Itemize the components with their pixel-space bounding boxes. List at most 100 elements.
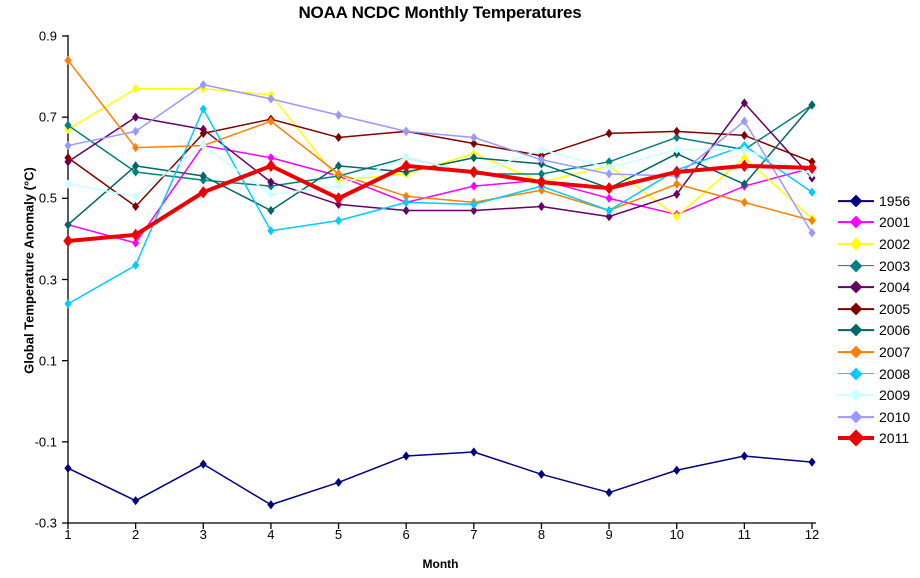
series-2010 bbox=[64, 80, 816, 238]
legend-item-2003[interactable]: 2003 bbox=[838, 255, 920, 277]
data-point bbox=[740, 179, 748, 189]
data-point bbox=[132, 201, 140, 212]
data-point bbox=[64, 299, 72, 309]
data-point bbox=[63, 234, 73, 248]
data-point bbox=[130, 228, 141, 241]
legend-item-1956[interactable]: 1956 bbox=[838, 190, 920, 212]
x-tick-label: 10 bbox=[669, 527, 684, 542]
legend-item-2009[interactable]: 2009 bbox=[838, 384, 920, 406]
legend-marker-icon bbox=[849, 410, 863, 424]
data-point bbox=[267, 226, 275, 236]
data-point bbox=[267, 500, 275, 510]
x-tick-label: 5 bbox=[334, 527, 343, 542]
legend-swatch-icon bbox=[838, 345, 874, 359]
legend-label: 2001 bbox=[879, 214, 911, 231]
data-point bbox=[537, 469, 546, 479]
data-point bbox=[334, 181, 343, 191]
data-point bbox=[605, 169, 613, 179]
data-point bbox=[740, 145, 748, 155]
legend-item-2007[interactable]: 2007 bbox=[838, 341, 920, 363]
data-point bbox=[740, 153, 748, 163]
data-point bbox=[537, 169, 546, 179]
y-tick-label: 0.9 bbox=[38, 28, 57, 44]
data-point bbox=[199, 80, 207, 90]
data-point bbox=[470, 447, 478, 457]
data-point bbox=[334, 477, 343, 488]
data-point bbox=[334, 161, 343, 171]
data-point bbox=[673, 179, 681, 189]
y-tick-label: 0.3 bbox=[38, 272, 57, 287]
data-point bbox=[537, 145, 546, 155]
x-tick-label: 3 bbox=[199, 527, 207, 542]
data-point bbox=[740, 451, 748, 461]
x-tick-label: 7 bbox=[470, 527, 478, 542]
data-point bbox=[537, 155, 546, 165]
series-2003 bbox=[64, 100, 816, 191]
legend-label: 2008 bbox=[879, 365, 911, 382]
x-tick-label: 6 bbox=[402, 527, 410, 542]
legend-item-2006[interactable]: 2006 bbox=[838, 320, 920, 342]
data-point bbox=[334, 216, 343, 226]
data-point bbox=[267, 177, 275, 187]
x-tick-label: 1 bbox=[64, 527, 72, 542]
series-2009 bbox=[64, 140, 816, 201]
y-tick-label: 0.5 bbox=[38, 190, 57, 206]
series-line bbox=[67, 88, 813, 220]
data-point bbox=[536, 176, 547, 189]
legend-item-2005[interactable]: 2005 bbox=[838, 298, 920, 320]
legend-item-2008[interactable]: 2008 bbox=[838, 363, 920, 385]
data-point bbox=[808, 100, 816, 110]
data-point bbox=[673, 465, 681, 475]
data-point bbox=[132, 238, 140, 248]
legend-item-2004[interactable]: 2004 bbox=[838, 276, 920, 298]
data-point bbox=[132, 126, 140, 136]
data-point bbox=[64, 55, 72, 65]
series-line bbox=[67, 104, 813, 226]
data-point bbox=[401, 159, 411, 172]
data-point bbox=[132, 143, 140, 153]
data-point bbox=[199, 171, 207, 181]
data-point bbox=[132, 496, 140, 506]
legend-label: 2003 bbox=[879, 257, 911, 274]
data-point bbox=[537, 201, 546, 212]
chart-title: NOAA NCDC Monthly Temperatures bbox=[298, 3, 582, 22]
data-point bbox=[64, 120, 72, 130]
data-point bbox=[673, 126, 681, 136]
data-point bbox=[132, 161, 140, 171]
series-2005 bbox=[64, 114, 816, 212]
data-point bbox=[132, 260, 140, 270]
legend-marker-icon bbox=[849, 194, 863, 208]
data-point bbox=[267, 94, 275, 104]
data-point bbox=[673, 145, 681, 155]
x-tick-label: 2 bbox=[132, 527, 140, 542]
data-point bbox=[402, 191, 410, 201]
data-point bbox=[808, 457, 816, 467]
legend-item-2011[interactable]: 2011 bbox=[838, 428, 920, 450]
legend-item-2001[interactable]: 2001 bbox=[838, 212, 920, 234]
legend-item-2010[interactable]: 2010 bbox=[838, 406, 920, 428]
data-point bbox=[605, 205, 613, 216]
legend-label: 1956 bbox=[879, 192, 911, 209]
series-line bbox=[67, 108, 813, 305]
data-point bbox=[132, 84, 140, 94]
x-tick-label: 8 bbox=[537, 527, 546, 542]
data-point bbox=[739, 159, 750, 172]
legend-marker-icon bbox=[847, 429, 865, 447]
data-point bbox=[402, 205, 410, 216]
series-line bbox=[67, 83, 813, 234]
data-point bbox=[673, 211, 681, 222]
legend-item-2002[interactable]: 2002 bbox=[838, 233, 920, 255]
legend-label: 2006 bbox=[879, 322, 911, 339]
legend-marker-icon bbox=[849, 216, 863, 229]
legend-marker-icon bbox=[849, 280, 863, 294]
data-point bbox=[605, 128, 613, 138]
series-line bbox=[67, 59, 813, 222]
data-point bbox=[334, 132, 343, 143]
legend-swatch-icon bbox=[838, 302, 874, 316]
legend-swatch-icon bbox=[838, 410, 874, 424]
legend-label: 2009 bbox=[879, 387, 911, 404]
legend-swatch-icon bbox=[838, 259, 874, 273]
legend-marker-icon bbox=[849, 345, 863, 359]
data-point bbox=[64, 140, 72, 151]
